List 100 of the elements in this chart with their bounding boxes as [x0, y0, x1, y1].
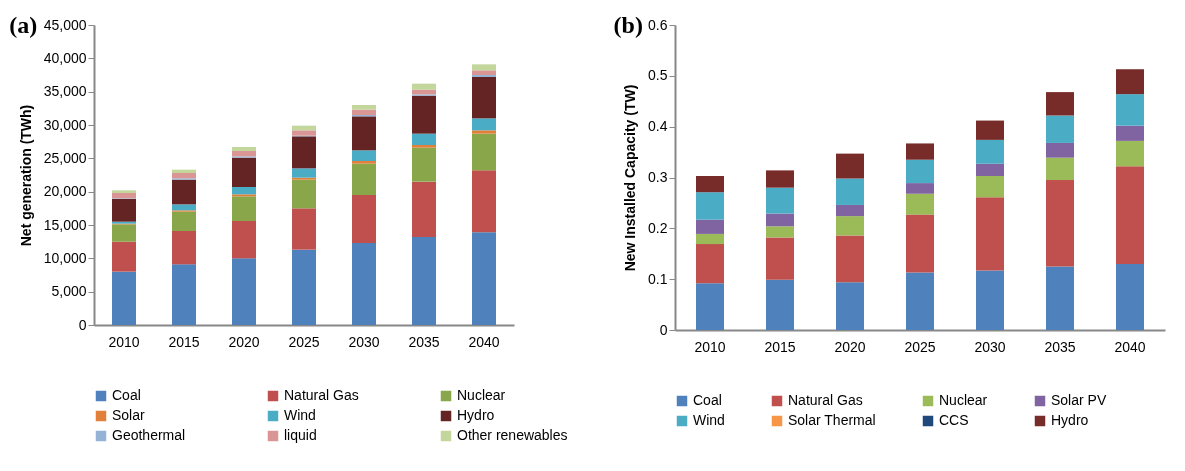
bar [696, 192, 724, 220]
bar [766, 237, 794, 280]
bar [1046, 266, 1074, 330]
bar [696, 244, 724, 284]
bar [906, 214, 934, 273]
y-axis-title: New Installed Capacity (TW) [622, 84, 639, 272]
bar [412, 237, 436, 325]
bar [976, 139, 1004, 164]
bar [836, 282, 864, 330]
legend-label: CCS [939, 412, 969, 428]
legend-label: Coal [693, 392, 722, 408]
bar [906, 143, 934, 160]
bar [472, 170, 496, 233]
x-tick-label: 2030 [348, 333, 380, 350]
y-tick-label: 0 [78, 316, 87, 333]
legend-label: Hydro [1051, 412, 1089, 428]
bar [112, 199, 136, 222]
bar [472, 64, 496, 71]
bar [232, 221, 256, 259]
x-tick-label: 2040 [1114, 338, 1146, 355]
bar [1116, 263, 1144, 330]
y-tick-label: 30,000 [43, 116, 87, 133]
bar [412, 95, 436, 134]
bar [112, 193, 136, 199]
bar [906, 159, 934, 184]
bar [352, 150, 376, 161]
legend-label: Nuclear [939, 392, 988, 408]
bar [112, 190, 136, 193]
bar [352, 243, 376, 325]
bar [472, 118, 496, 131]
bar [906, 272, 934, 330]
bar [836, 204, 864, 217]
bar [472, 77, 496, 119]
bar [172, 173, 196, 179]
y-tick-label: 0.3 [648, 169, 668, 185]
bar [352, 116, 376, 151]
y-tick-label: 0 [659, 321, 668, 338]
bar [1116, 125, 1144, 141]
legend-label: Geothermal [112, 427, 186, 443]
bar [232, 157, 256, 187]
bar [412, 133, 436, 145]
bar [472, 130, 496, 134]
legend-label: Natural Gas [788, 392, 863, 408]
bar [906, 183, 934, 194]
bar [292, 168, 316, 178]
bar [1046, 92, 1074, 116]
bar [292, 208, 316, 250]
y-tick-label: 0.6 [648, 16, 668, 33]
bar [232, 258, 256, 325]
bar [976, 270, 1004, 330]
bar [472, 70, 496, 75]
y-tick-label: 45,000 [43, 16, 87, 33]
y-tick-label: 35,000 [43, 83, 87, 100]
legend-label: Solar PV [1051, 392, 1107, 408]
legend-label: Coal [112, 387, 141, 403]
bar [766, 187, 794, 214]
y-axis-title: Net generation (TWh) [17, 104, 34, 247]
bar [112, 224, 136, 242]
bar [172, 264, 196, 325]
bar [1116, 69, 1144, 95]
bar [472, 232, 496, 325]
bar [976, 120, 1004, 140]
bar [1046, 157, 1074, 181]
bar [696, 219, 724, 234]
bar [232, 147, 256, 151]
bar [232, 151, 256, 157]
x-tick-label: 2035 [408, 333, 440, 350]
y-tick-label: 0.2 [648, 219, 668, 236]
bar [1046, 142, 1074, 158]
x-tick-label: 2025 [904, 338, 936, 355]
y-tick-label: 10,000 [43, 249, 87, 266]
bar [352, 105, 376, 110]
x-tick-label: 2015 [168, 333, 200, 350]
legend-label: liquid [284, 427, 317, 443]
bar [976, 163, 1004, 176]
bar [412, 83, 436, 90]
legend-label: Wind [284, 407, 316, 423]
x-tick-label: 2015 [764, 338, 796, 355]
y-tick-label: 0.4 [648, 118, 668, 135]
bar [292, 177, 316, 180]
bar [836, 216, 864, 236]
bar [172, 169, 196, 173]
legend-label: Other renewables [457, 427, 568, 443]
bar [292, 249, 316, 325]
bar [412, 147, 436, 182]
bar [172, 179, 196, 205]
y-tick-label: 40,000 [43, 49, 87, 66]
bar [766, 170, 794, 188]
bar [766, 226, 794, 238]
bar [292, 179, 316, 209]
x-tick-label: 2040 [468, 333, 500, 350]
y-tick-label: 15,000 [43, 216, 87, 233]
y-tick-label: 25,000 [43, 149, 87, 166]
legend-label: Wind [693, 412, 725, 428]
y-tick-label: 0.1 [648, 270, 668, 287]
bar [1116, 140, 1144, 167]
bar [976, 175, 1004, 198]
legend-label: Nuclear [457, 387, 506, 403]
bar [352, 161, 376, 164]
y-tick-label: 0.5 [648, 67, 668, 84]
